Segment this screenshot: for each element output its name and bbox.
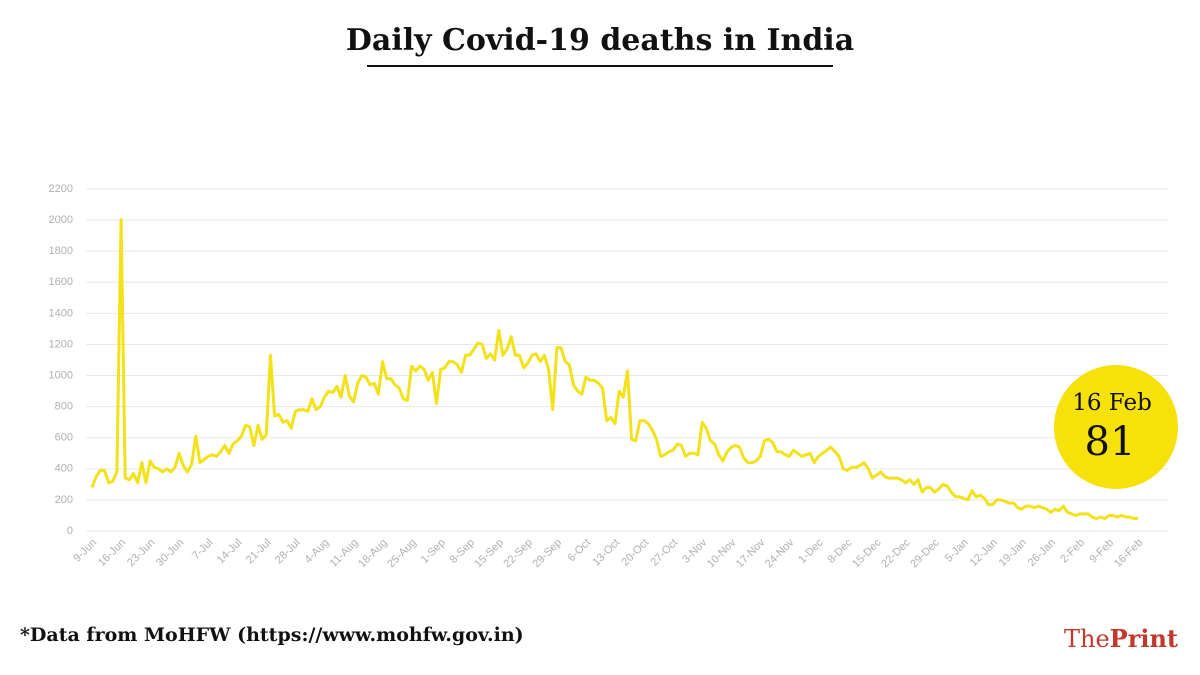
y-tick-label: 1000 [49, 369, 73, 381]
y-tick-label: 1200 [49, 338, 73, 350]
logo: ThePrint [1064, 624, 1178, 653]
y-tick-label: 2000 [49, 214, 73, 226]
x-tick-label: 13-Oct [590, 537, 622, 569]
x-tick-label: 11-Aug [328, 537, 361, 570]
callout-date: 16 Feb [1072, 390, 1152, 416]
x-tick-label: 16-Jun [96, 537, 128, 569]
x-tick-label: 14-Jul [215, 537, 245, 567]
callout-value: 81 [1085, 419, 1136, 465]
x-tick-label: 7-Jul [190, 537, 215, 562]
y-tick-label: 1400 [49, 307, 73, 319]
y-tick-label: 800 [55, 401, 73, 413]
data-line [90, 218, 1139, 521]
x-tick-label: 10-Nov [705, 536, 739, 570]
y-tick-label: 1800 [49, 245, 73, 257]
x-tick-label: 24-Nov [763, 536, 797, 570]
y-tick-label: 600 [55, 432, 73, 444]
x-tick-label: 15-Sep [472, 537, 506, 571]
logo-prefix: The [1064, 625, 1110, 653]
y-tick-label: 2200 [49, 183, 73, 195]
x-tick-label: 25-Aug [385, 537, 419, 571]
x-tick-label: 17-Nov [734, 536, 768, 570]
x-tick-label: 1-Sep [419, 537, 448, 566]
x-tick-label: 15-Dec [850, 536, 884, 570]
x-tick-label: 26-Jan [1026, 537, 1058, 569]
x-tick-label: 20-Oct [619, 537, 651, 569]
x-tick-label: 29-Sep [530, 537, 564, 571]
x-tick-label: 21-Jul [244, 537, 274, 567]
source-note: *Data from MoHFW (https://www.mohfw.gov.… [20, 624, 524, 646]
y-tick-label: 400 [55, 463, 73, 475]
x-tick-label: 23-Jun [125, 537, 157, 569]
x-tick-label: 27-Oct [648, 537, 680, 569]
y-tick-label: 200 [55, 494, 73, 506]
chart-title: Daily Covid-19 deaths in India [346, 23, 854, 58]
x-tick-label: 1-Dec [796, 536, 826, 566]
logo-name: Print [1110, 624, 1178, 653]
x-tick-label: 12-Jan [968, 537, 1000, 569]
x-tick-label: 30-Jun [154, 537, 186, 569]
x-tick-label: 22-Dec [879, 536, 913, 570]
y-tick-label: 1600 [49, 276, 73, 288]
x-tick-label: 16-Feb [1112, 537, 1145, 570]
x-tick-label: 28-Jul [273, 537, 303, 567]
x-tick-label: 2-Feb [1058, 537, 1087, 566]
x-tick-label: 29-Dec [908, 536, 942, 570]
x-tick-label: 18-Aug [356, 537, 390, 571]
x-tick-label: 22-Sep [501, 537, 535, 571]
x-tick-label: 19-Jan [997, 537, 1029, 569]
y-tick-label: 0 [67, 525, 73, 537]
callout-bubble [1054, 365, 1178, 489]
